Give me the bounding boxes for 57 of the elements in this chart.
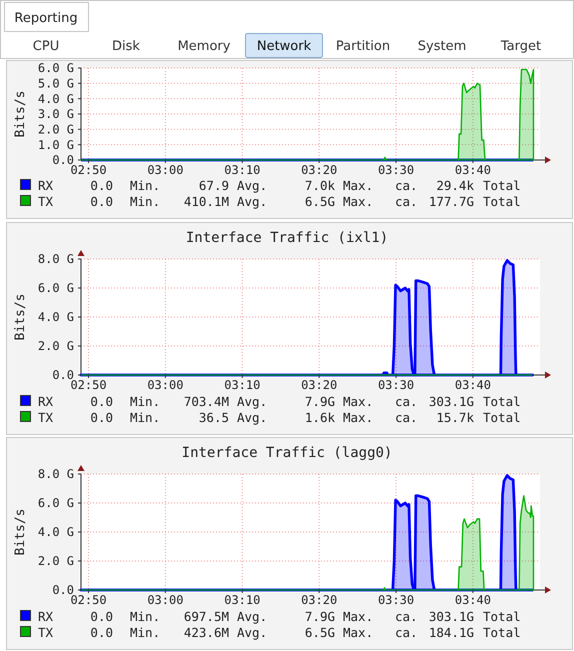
text: 0.0 Min. 410.1M Avg. 6.5G Max. ca. 177.7G Total <box>90 194 521 209</box>
legend-label: TX <box>38 194 54 209</box>
y-tick-label: 5.0 G <box>38 76 74 91</box>
y-axis-title: Bits/s <box>13 508 28 556</box>
x-tick-label: 03:20 <box>301 593 338 607</box>
text: CPU <box>32 39 60 54</box>
text: 0.0 Min. 67.9 Avg. 7.0k Max. ca. 29.4k Total <box>90 178 521 193</box>
y-tick-label: 2.0 G <box>38 554 74 568</box>
x-tick-label: 02:50 <box>70 163 107 177</box>
text: Reporting <box>14 11 78 26</box>
x-tick-label: 03:10 <box>224 378 260 392</box>
x-tick-label: 03:20 <box>301 163 338 177</box>
legend-label: RX <box>38 394 54 409</box>
y-tick-label: 2.0 G <box>38 339 74 354</box>
x-tick-label: 03:40 <box>454 163 491 177</box>
text: System <box>418 39 466 54</box>
text: Network <box>256 39 312 54</box>
y-tick-label: 1.0 G <box>38 138 74 152</box>
x-tick-label: 03:10 <box>224 163 260 177</box>
x-tick-label: 03:40 <box>454 378 491 392</box>
x-tick-label: 03:00 <box>147 378 184 392</box>
y-tick-label: 2.0 G <box>38 122 74 137</box>
y-tick-label: 6.0 G <box>38 61 74 76</box>
x-tick-label: 03:20 <box>301 378 338 392</box>
y-tick-label: 8.0 G <box>38 252 74 266</box>
x-tick-label: 03:00 <box>147 593 184 607</box>
text: 0.0 Min. 423.6M Avg. 6.5G Max. ca. 184.1G Total <box>90 625 521 640</box>
x-tick-label: 03:30 <box>378 593 414 607</box>
chart-title: Interface Traffic (lagg0) <box>182 445 392 461</box>
x-tick-label: 03:30 <box>378 163 414 177</box>
chart-title: Interface Traffic (ixl1) <box>186 230 388 246</box>
text: Memory <box>178 39 231 54</box>
x-tick-label: 02:50 <box>70 593 107 607</box>
text: Disk <box>112 39 140 54</box>
legend-label: TX <box>38 625 54 640</box>
y-tick-label: 4.0 G <box>38 310 74 324</box>
y-axis-title: Bits/s <box>13 294 28 340</box>
legend-label: RX <box>38 609 54 624</box>
text: Partition <box>336 39 390 54</box>
y-tick-label: 3.0 G <box>38 107 74 122</box>
x-tick-label: 02:50 <box>70 378 107 392</box>
y-axis-title: Bits/s <box>13 90 28 138</box>
text: 0.0 Min. 36.5 Avg. 1.6k Max. ca. 15.7k Total <box>90 410 521 425</box>
y-tick-label: 8.0 G <box>38 467 74 482</box>
legend-label: TX <box>38 410 54 425</box>
y-tick-label: 6.0 G <box>38 281 74 296</box>
text: 0.0 Min. 697.5M Avg. 7.9G Max. ca. 303.1G Total <box>90 609 521 624</box>
y-tick-label: 4.0 G <box>38 92 74 106</box>
text: 0.0 Min. 703.4M Avg. 7.9G Max. ca. 303.1G Total <box>90 394 521 409</box>
x-tick-label: 03:00 <box>147 163 184 177</box>
x-tick-label: 03:30 <box>378 378 414 392</box>
text: Target <box>500 39 542 54</box>
x-tick-label: 03:10 <box>224 593 260 607</box>
y-tick-label: 4.0 G <box>38 525 74 540</box>
legend-label: RX <box>38 178 54 193</box>
x-tick-label: 03:40 <box>454 593 491 607</box>
y-tick-label: 6.0 G <box>38 496 74 510</box>
